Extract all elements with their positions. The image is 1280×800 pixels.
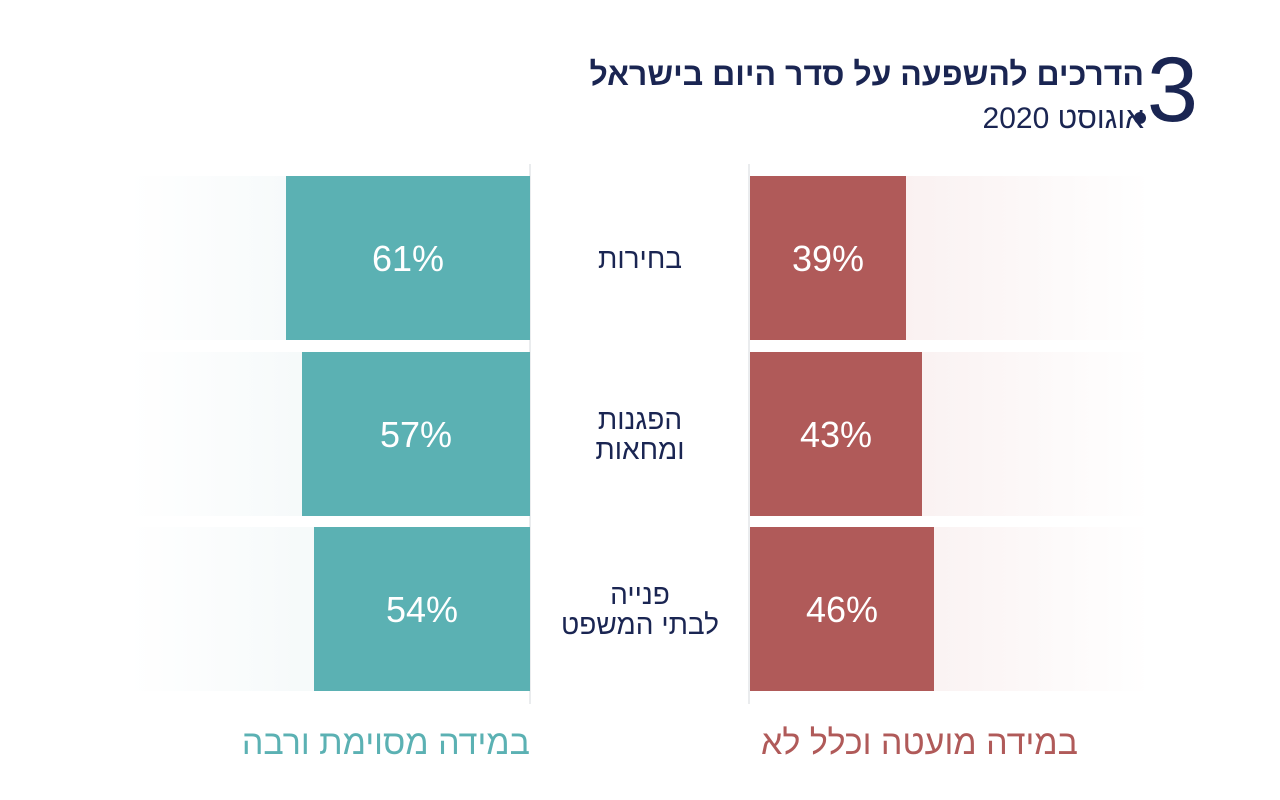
legend-positive: במידה מסוימת ורבה: [241, 724, 530, 762]
value-label-positive: 61%: [372, 238, 444, 279]
value-label-negative: 43%: [800, 414, 872, 455]
category-label: לבתי המשפט: [561, 609, 719, 640]
bar-positive: [314, 527, 530, 691]
bars-group: [286, 176, 934, 691]
value-label-positive: 54%: [386, 589, 458, 630]
chart-number: 3: [1146, 39, 1198, 141]
chart-subtitle: אוגוסט 2020: [982, 102, 1144, 135]
bar-negative: [750, 352, 922, 516]
category-label: בחירות: [598, 243, 682, 274]
number-dot: [1134, 112, 1146, 124]
value-labels: 61% 39% 57% 43% 54% 46%: [372, 238, 878, 630]
value-label-negative: 39%: [792, 238, 864, 279]
chart-title: הדרכים להשפעה על סדר היום בישראל: [589, 56, 1144, 92]
bar-positive: [302, 352, 530, 516]
legend-negative: במידה מועטה וכלל לא: [760, 724, 1078, 762]
bar-positive: [286, 176, 530, 340]
bar-negative: [750, 176, 906, 340]
category-label: ומחאות: [595, 434, 684, 465]
category-label: פנייה: [610, 579, 670, 610]
value-label-negative: 46%: [806, 589, 878, 630]
value-label-positive: 57%: [380, 414, 452, 455]
bar-negative: [750, 527, 934, 691]
category-label: הפגנות: [598, 404, 682, 435]
